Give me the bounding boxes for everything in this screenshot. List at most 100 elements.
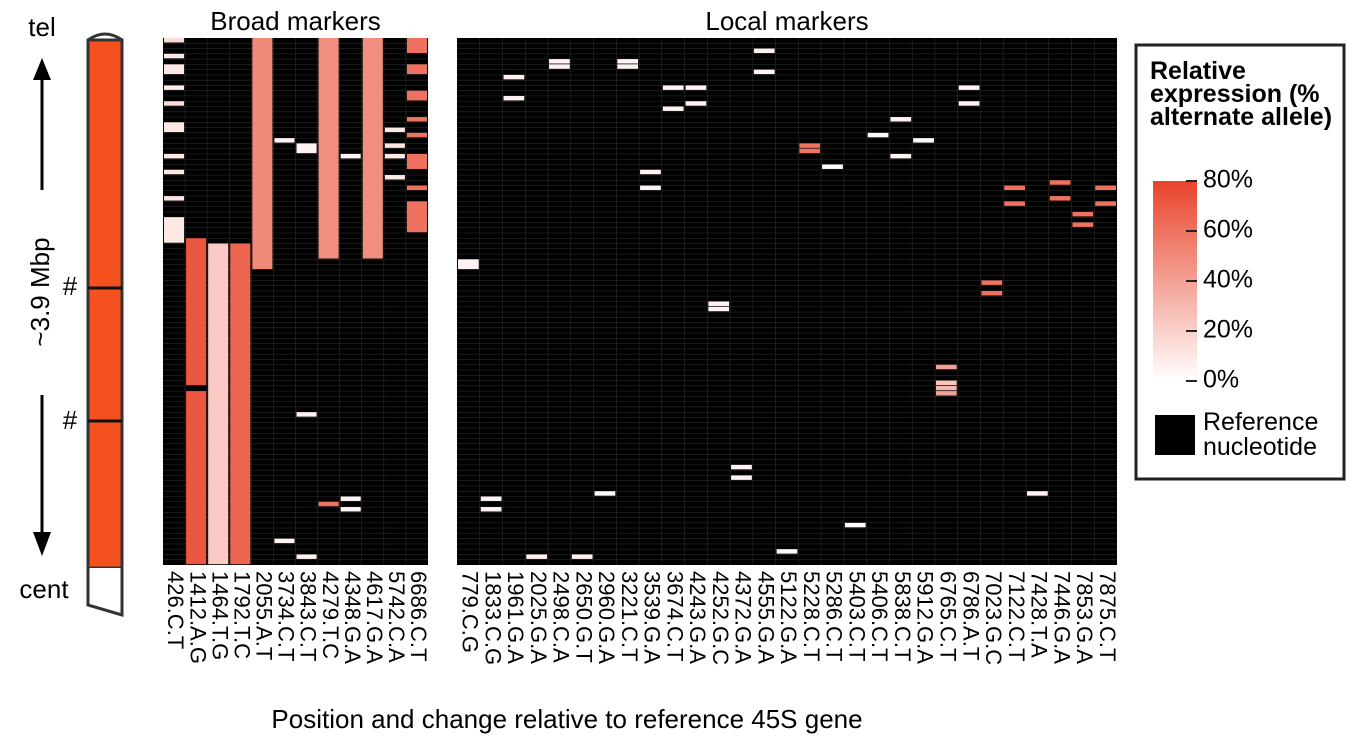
length-label: ~3.9 Mbp	[25, 237, 55, 346]
x-tick-label: 6765.C.T	[935, 571, 960, 661]
heatmap-cell	[186, 238, 206, 385]
x-tick-label: 5406.C.T	[867, 571, 892, 662]
heatmap-cell	[549, 64, 570, 68]
heatmap-cell	[1072, 222, 1093, 226]
scale-tick-label: 80%	[1203, 166, 1253, 194]
heatmap-cell	[504, 96, 525, 100]
x-tick-label: 1792.T.C	[229, 571, 254, 659]
arrow-head	[33, 58, 51, 80]
heatmap-cell	[341, 496, 361, 500]
heatmap-cell	[708, 307, 729, 311]
heatmap-cell	[890, 117, 911, 121]
heatmap-cell	[164, 217, 184, 243]
heatmap-cell	[297, 143, 317, 153]
heatmap-cell	[385, 143, 405, 147]
arrow-head	[33, 532, 51, 556]
legend-title: Relative expression (% alternate allele)	[1150, 60, 1335, 129]
heatmap-cell	[481, 507, 502, 511]
heatmap-cell	[799, 149, 820, 153]
heatmap-cell	[504, 75, 525, 79]
figure: # # tel cent ~3.9 Mbp Position and chang…	[0, 0, 1347, 741]
heatmap-cell	[663, 107, 684, 111]
x-tick-label: 3539.G.A	[640, 571, 665, 664]
x-tick-label: 6686.C.T	[406, 571, 431, 662]
centromere-label: cent	[19, 574, 69, 604]
heatmap-cell	[1050, 180, 1071, 184]
x-tick-label: 2025.G.A	[526, 571, 551, 664]
heatmap-cell	[481, 496, 502, 500]
heatmap-cell	[1095, 186, 1116, 190]
x-tick-label: 5122.G.A	[776, 571, 801, 664]
heatmap-cell	[458, 259, 479, 269]
x-tick-label: 3221.C.T	[617, 571, 642, 662]
heatmap-cell	[959, 101, 980, 105]
heatmap-cell	[777, 549, 798, 553]
heatmap-cell	[407, 186, 427, 190]
heatmap-cell	[663, 85, 684, 89]
heatmap-cell	[868, 133, 889, 137]
heatmap-cell	[754, 49, 775, 53]
heatmap-cell	[319, 38, 339, 259]
x-tick-label: 4252.G.C	[708, 571, 733, 665]
heatmap-cell	[686, 101, 707, 105]
heatmap-cell	[297, 412, 317, 416]
heatmap-cell	[407, 201, 427, 232]
band-mark: #	[63, 405, 78, 435]
x-tick-label: 7023.G.C	[981, 571, 1006, 665]
x-tick-label: 3674.C.T	[662, 571, 687, 662]
x-tick-label: 7853.G.A	[1072, 571, 1097, 664]
heatmap-cell	[731, 465, 752, 469]
x-tick-label: 5228.C.T	[799, 571, 824, 662]
x-tick-label: 4279.T.C	[318, 571, 343, 659]
heatmap-cell	[936, 381, 957, 385]
heatmap-cell	[164, 122, 184, 132]
centromere	[88, 568, 122, 615]
heatmap-cell	[208, 244, 228, 565]
heatmap-cell	[731, 475, 752, 479]
x-tick-label: 2650.G.T	[571, 571, 596, 663]
x-tick-label: 1833.C.G	[480, 571, 505, 665]
heatmap-cell	[164, 54, 184, 58]
heatmap-cell	[230, 244, 250, 565]
heatmap-cell	[936, 391, 957, 395]
heatmap-cell	[164, 38, 184, 42]
x-tick-label: 4243.G.A	[685, 571, 710, 664]
x-tick-label: 7122.C.T	[1004, 571, 1029, 662]
heatmap-cell	[164, 196, 184, 200]
heatmap-cell	[1004, 186, 1025, 190]
x-tick-label: 5742.C.A	[384, 571, 409, 663]
heatmap-cell	[1004, 201, 1025, 205]
x-tick-label: 1464.T.G	[207, 571, 232, 660]
heatmap-cell	[164, 64, 184, 74]
scale-tick-label: 60%	[1203, 216, 1253, 244]
heatmap-cell	[799, 143, 820, 147]
heatmap-cell	[407, 117, 427, 121]
heatmap-cell	[341, 507, 361, 511]
heatmap-cell	[845, 523, 866, 527]
heatmap-cell	[981, 291, 1002, 295]
heatmap-cell	[407, 133, 427, 137]
x-tick-label: 1961.G.A	[503, 571, 528, 664]
heatmap-cell	[319, 502, 339, 506]
heatmap-cell	[526, 554, 547, 558]
x-tick-label: 2960.G.A	[594, 571, 619, 664]
scale-tick-label: 0%	[1203, 366, 1239, 394]
x-axis-title: Position and change relative to referenc…	[271, 704, 862, 734]
heatmap-cell	[1072, 212, 1093, 216]
heatmap-cell	[595, 491, 616, 495]
heatmap-cell	[981, 280, 1002, 284]
x-tick-label: 779.C.G	[458, 571, 483, 653]
heatmap-cell	[297, 554, 317, 558]
scale-tick-label: 40%	[1203, 266, 1253, 294]
x-tick-label: 7446.G.A	[1049, 571, 1074, 664]
heatmap-cell	[407, 64, 427, 74]
heatmap-cell	[385, 175, 405, 179]
heatmap-cell	[1095, 201, 1116, 205]
heatmap-cell	[549, 59, 570, 63]
x-tick-label: 4372.G.A	[731, 571, 756, 664]
heatmap-cell	[407, 154, 427, 169]
heatmap-cell	[936, 386, 957, 390]
x-tick-label: 3734.C.T	[274, 571, 299, 662]
heatmap-cell	[640, 186, 661, 190]
panel-title: Broad markers	[210, 6, 381, 36]
